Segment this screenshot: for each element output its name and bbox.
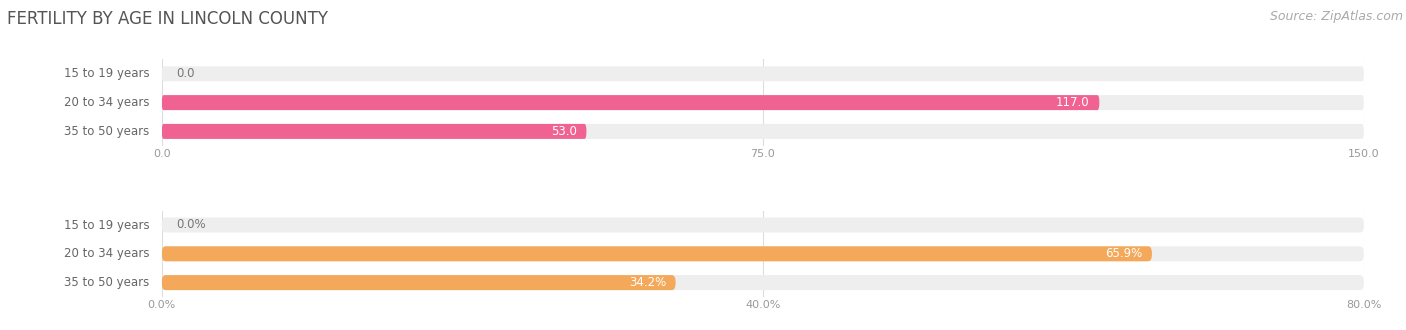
Text: 15 to 19 years: 15 to 19 years: [65, 218, 149, 232]
Text: 35 to 50 years: 35 to 50 years: [65, 276, 149, 289]
Text: 0.0%: 0.0%: [176, 218, 205, 232]
FancyBboxPatch shape: [162, 275, 676, 290]
Text: 117.0: 117.0: [1056, 96, 1090, 109]
FancyBboxPatch shape: [162, 246, 1364, 261]
FancyBboxPatch shape: [162, 124, 1364, 139]
Text: 34.2%: 34.2%: [628, 276, 666, 289]
Text: 0.0: 0.0: [176, 67, 194, 80]
FancyBboxPatch shape: [162, 95, 1364, 110]
FancyBboxPatch shape: [162, 95, 1099, 110]
FancyBboxPatch shape: [162, 124, 586, 139]
Text: 15 to 19 years: 15 to 19 years: [65, 67, 149, 80]
FancyBboxPatch shape: [162, 275, 1364, 290]
Text: FERTILITY BY AGE IN LINCOLN COUNTY: FERTILITY BY AGE IN LINCOLN COUNTY: [7, 10, 328, 28]
Text: 35 to 50 years: 35 to 50 years: [65, 125, 149, 138]
FancyBboxPatch shape: [162, 217, 1364, 233]
Text: 53.0: 53.0: [551, 125, 576, 138]
Text: 20 to 34 years: 20 to 34 years: [65, 96, 149, 109]
Text: Source: ZipAtlas.com: Source: ZipAtlas.com: [1270, 10, 1403, 23]
FancyBboxPatch shape: [162, 66, 1364, 81]
Text: 20 to 34 years: 20 to 34 years: [65, 247, 149, 260]
FancyBboxPatch shape: [162, 246, 1152, 261]
Text: 65.9%: 65.9%: [1105, 247, 1142, 260]
